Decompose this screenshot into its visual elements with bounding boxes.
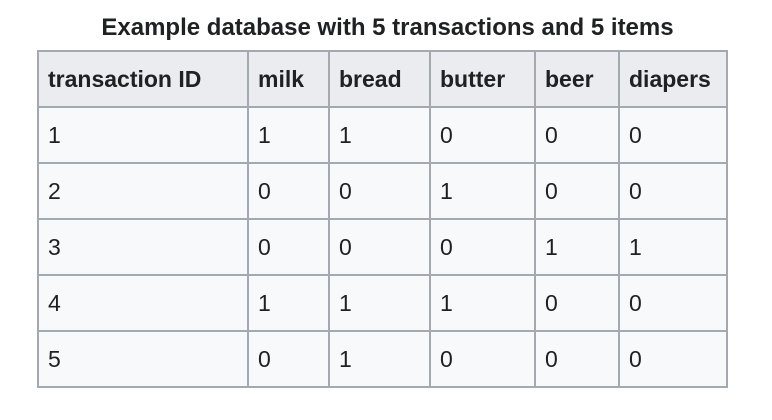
table-cell: 1 [37,106,249,164]
table-cell: 1 [618,218,728,276]
table-row: 2 0 0 1 0 0 [37,162,728,220]
table-cell: 0 [247,330,330,388]
table-cell: 0 [328,162,431,220]
table-row: 3 0 0 0 1 1 [37,218,728,276]
table-cell: 0 [618,162,728,220]
table-cell: 0 [429,106,536,164]
table-cell: 3 [37,218,249,276]
column-header-bread: bread [328,50,431,108]
table-cell: 0 [618,106,728,164]
table-row: 4 1 1 1 0 0 [37,274,728,332]
table-row: 1 1 1 0 0 0 [37,106,728,164]
table-cell: 5 [37,330,249,388]
transactions-table: transaction ID milk bread butter beer di… [37,50,728,388]
column-header-transaction-id: transaction ID [37,50,249,108]
header-row: transaction ID milk bread butter beer di… [37,50,728,108]
table-cell: 1 [328,106,431,164]
table-cell: 0 [429,330,536,388]
table-cell: 0 [534,330,620,388]
table-cell: 4 [37,274,249,332]
column-header-butter: butter [429,50,536,108]
table-cell: 1 [247,106,330,164]
table-cell: 1 [429,162,536,220]
table-cell: 1 [328,330,431,388]
table-cell: 0 [247,218,330,276]
table-cell: 1 [429,274,536,332]
table-cell: 1 [247,274,330,332]
column-header-diapers: diapers [618,50,728,108]
table-cell: 0 [534,106,620,164]
table-cell: 0 [618,330,728,388]
table-cell: 1 [328,274,431,332]
table-cell: 0 [534,274,620,332]
column-header-milk: milk [247,50,330,108]
column-header-beer: beer [534,50,620,108]
table-cell: 0 [534,162,620,220]
table-cell: 0 [429,218,536,276]
table-cell: 0 [618,274,728,332]
table-cell: 0 [328,218,431,276]
table-caption: Example database with 5 transactions and… [101,14,674,41]
table-cell: 0 [247,162,330,220]
table-row: 5 0 1 0 0 0 [37,330,728,388]
table-cell: 1 [534,218,620,276]
table-cell: 2 [37,162,249,220]
